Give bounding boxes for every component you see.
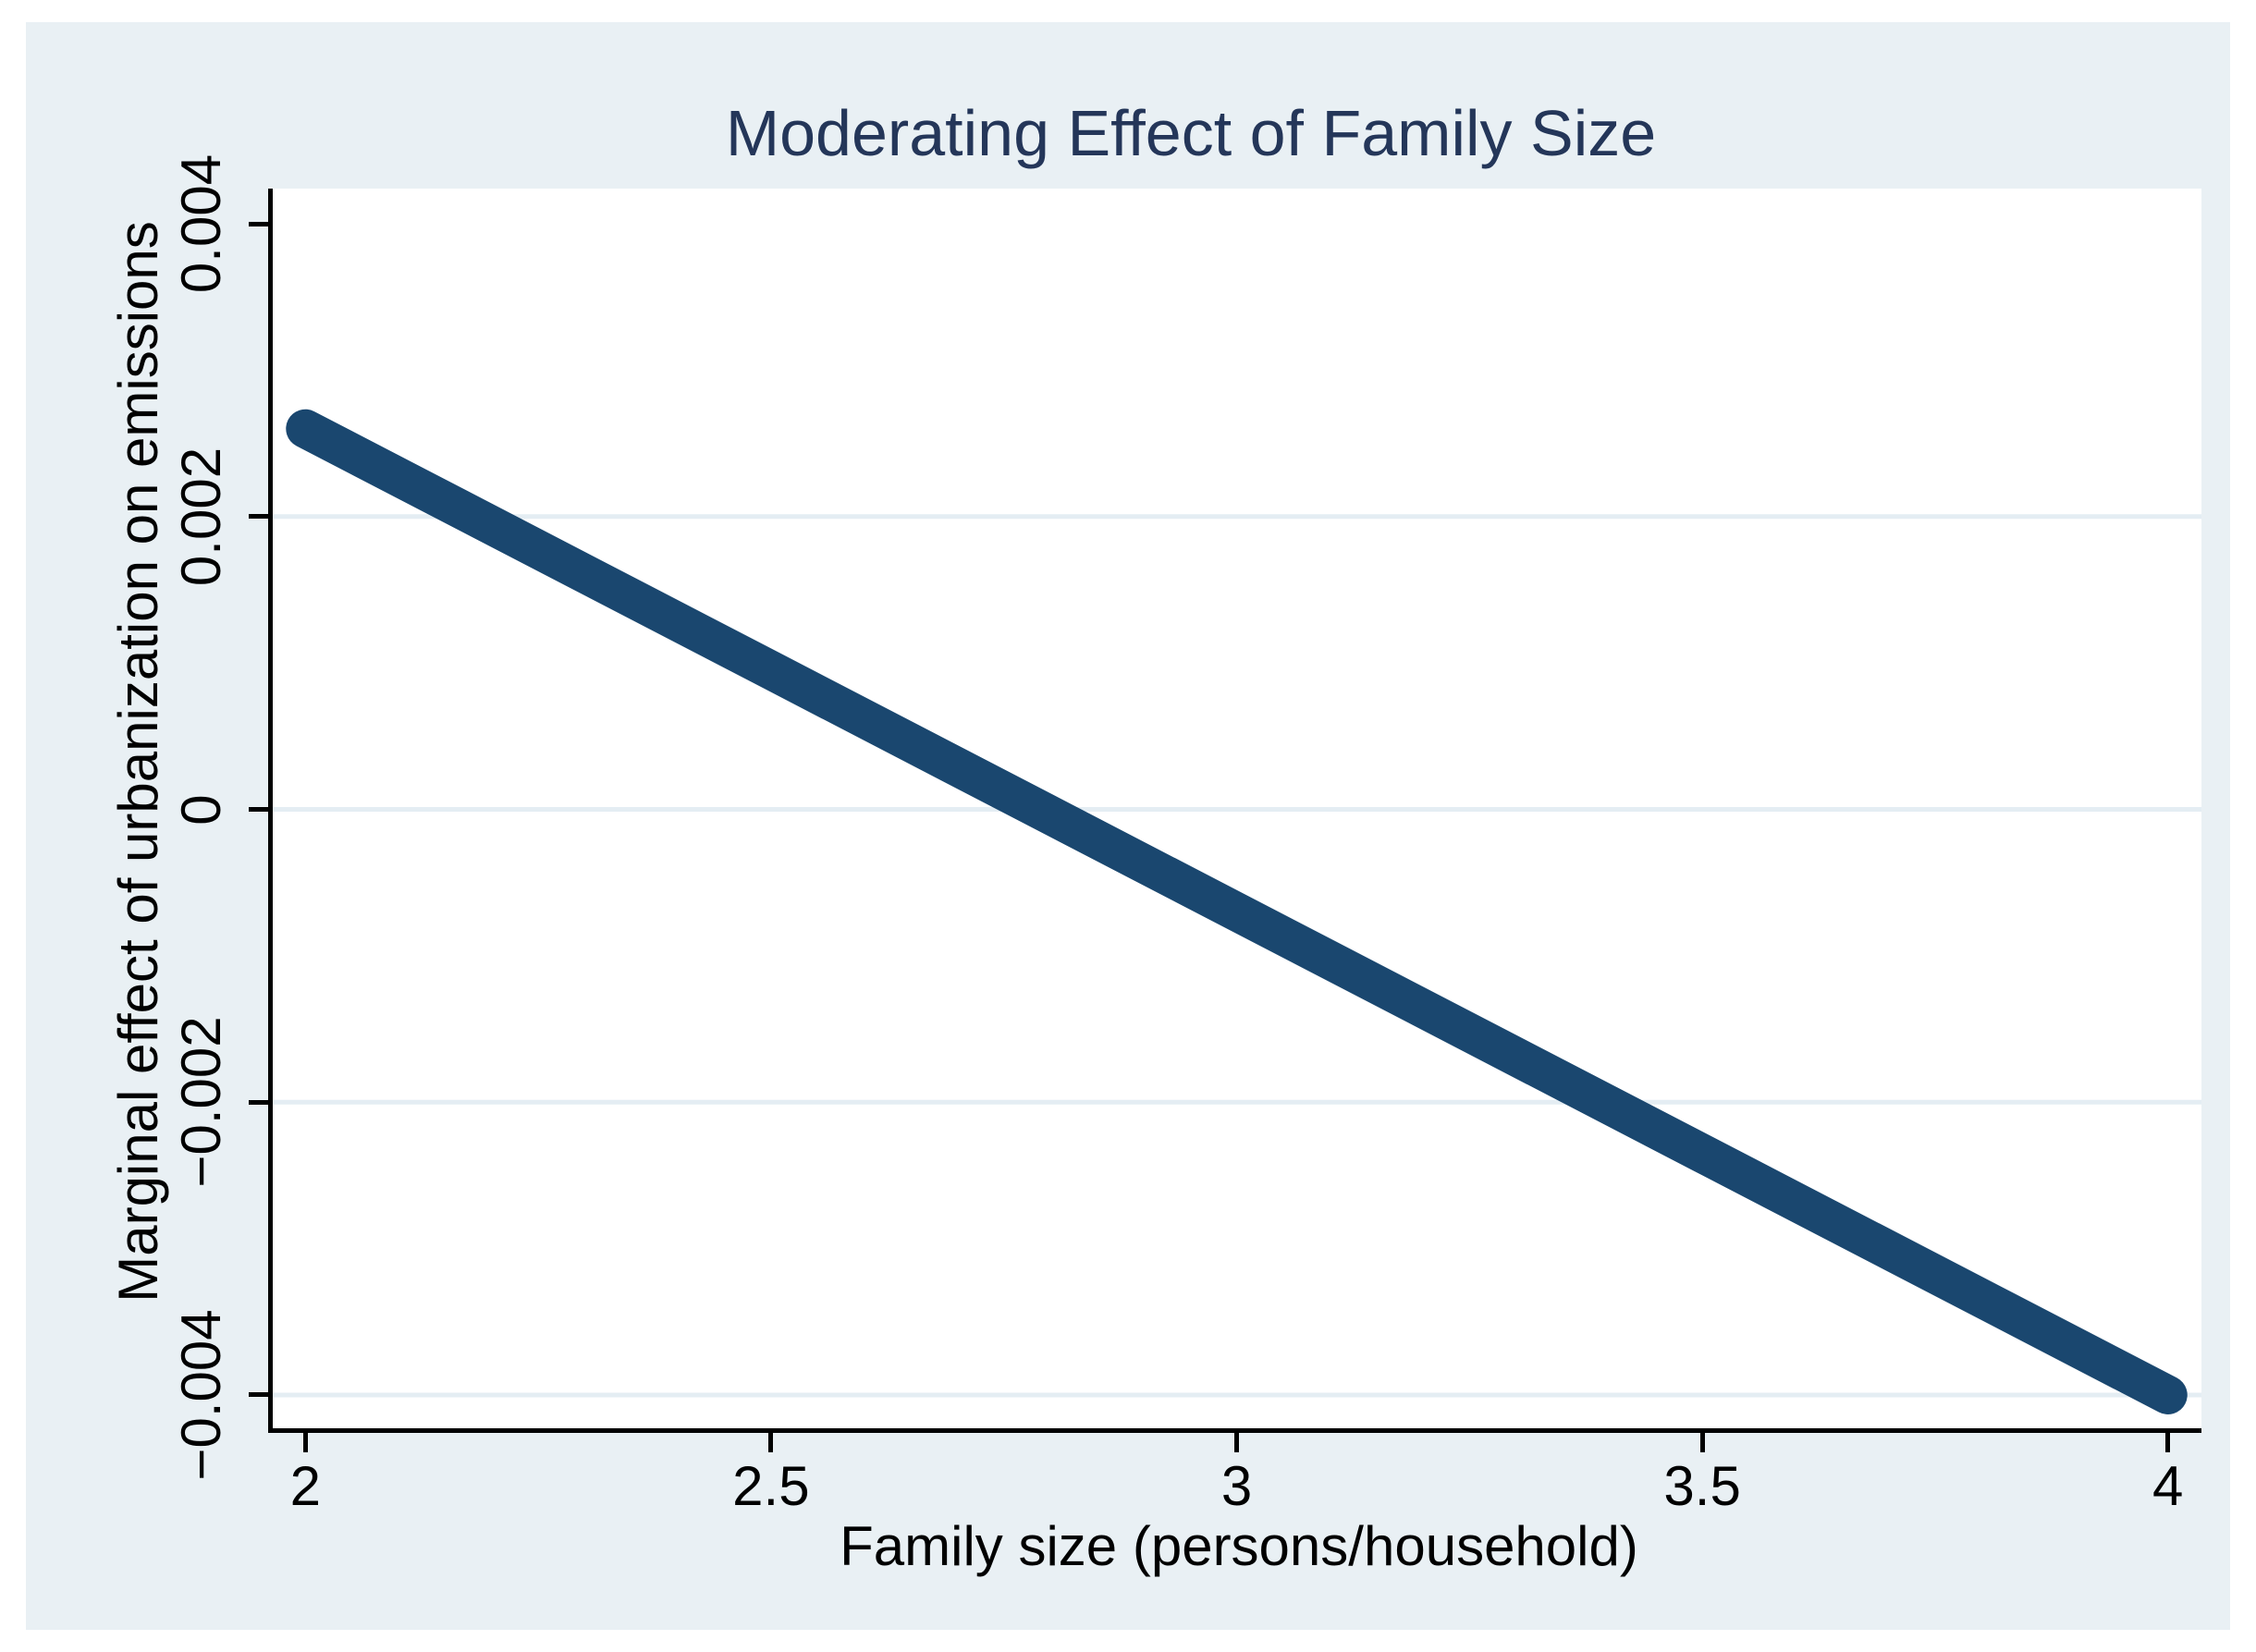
y-tick-label: 0 — [170, 793, 232, 826]
x-axis-title: Family size (persons/household) — [840, 1515, 1638, 1577]
y-tick-mark — [249, 1099, 271, 1105]
plot-area — [271, 189, 2201, 1430]
graph-region: Moderating Effect of Family Size Margina… — [26, 22, 2230, 1630]
y-tick-label: −0.004 — [170, 1309, 232, 1481]
x-tick-label: 2.5 — [732, 1455, 810, 1517]
y-tick-mark — [249, 221, 271, 226]
x-tick-mark — [1699, 1430, 1705, 1452]
marginal-effect-line — [286, 409, 2188, 1414]
y-tick-label: 0.002 — [170, 447, 232, 586]
x-tick-label: 4 — [2152, 1455, 2184, 1517]
x-tick-mark — [2165, 1430, 2171, 1452]
marginal-effect-line-chart — [271, 409, 2201, 1414]
x-tick-label: 3.5 — [1663, 1455, 1741, 1517]
x-tick-mark — [768, 1430, 774, 1452]
y-tick-mark — [249, 807, 271, 812]
y-tick-mark — [249, 1392, 271, 1398]
gridlines — [271, 514, 2201, 1398]
x-tick-label: 3 — [1220, 1455, 1253, 1517]
x-tick-label: 2 — [289, 1455, 321, 1517]
y-tick-label: 0.004 — [170, 153, 232, 294]
y-tick-label: −0.002 — [170, 1016, 232, 1188]
y-axis-title: Marginal effect of urbanization on emiss… — [107, 221, 169, 1303]
chart-title: Moderating Effect of Family Size — [725, 97, 1657, 169]
x-tick-mark — [302, 1430, 308, 1452]
y-tick-mark — [249, 514, 271, 520]
x-tick-mark — [1234, 1430, 1239, 1452]
